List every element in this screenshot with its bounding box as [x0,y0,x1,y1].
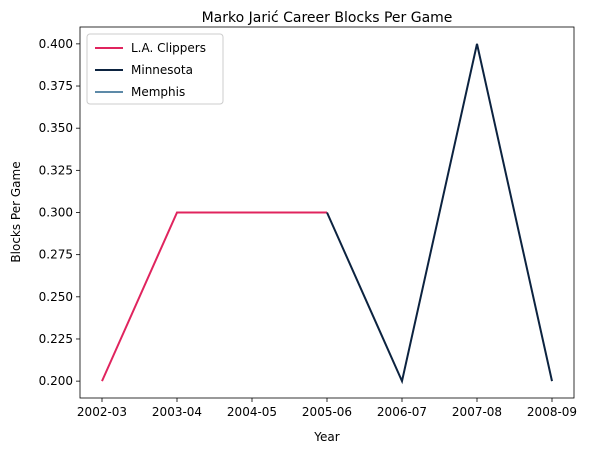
y-tick-label: 0.225 [39,332,73,346]
series-layer [101,43,553,385]
x-tick-label: 2008-09 [527,405,577,419]
y-tick-label: 0.350 [39,121,73,135]
y-tick-label: 0.325 [39,163,73,177]
y-tick-label: 0.375 [39,79,73,93]
legend: L.A. Clippers Minnesota Memphis [86,33,224,105]
x-axis: 2002-03 2003-04 2004-05 2005-06 2006-07 2007-… [77,398,577,419]
x-tick-label: 2005-06 [302,405,352,419]
x-tick-label: 2002-03 [77,405,127,419]
legend-label-minnesota: Minnesota [131,63,193,77]
y-tick-label: 0.300 [39,206,73,220]
y-axis-label: Blocks Per Game [9,161,23,262]
x-tick-label: 2007-08 [452,405,502,419]
x-tick-label: 2004-05 [227,405,277,419]
x-axis-label: Year [313,430,339,444]
y-axis: 0.200 0.225 0.250 0.275 0.300 0.325 0.350 0.375… [39,37,80,388]
y-tick-label: 0.250 [39,290,73,304]
x-tick-label: 2006-07 [377,405,427,419]
y-tick-label: 0.200 [39,374,73,388]
legend-label-memphis: Memphis [131,85,185,99]
chart-title: Marko Jarić Career Blocks Per Game [202,10,453,26]
series-line-l-a-clippers [101,211,327,382]
series-line-minnesota [326,43,553,385]
x-tick-label: 2003-04 [152,405,202,419]
legend-box [86,33,224,105]
legend-label-l-a-clippers: L.A. Clippers [131,41,206,55]
y-tick-label: 0.400 [39,37,73,51]
y-tick-label: 0.275 [39,248,73,262]
